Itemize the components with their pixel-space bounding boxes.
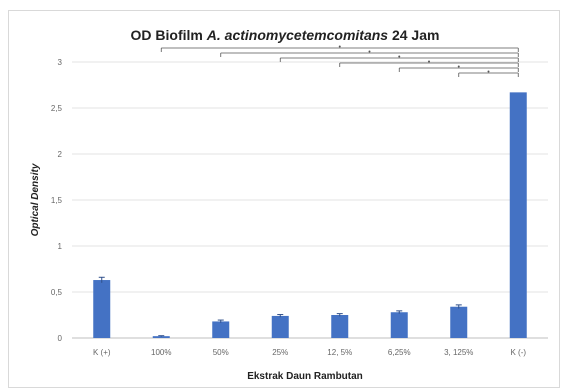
x-axis-label: Ekstrak Daun Rambutan — [247, 371, 363, 382]
chart-title-part-1: OD Biofilm — [131, 27, 207, 43]
bracket-layer — [160, 45, 519, 77]
x-tick-label: K (-) — [510, 348, 526, 357]
y-tick-label: 2,5 — [51, 104, 63, 113]
bar — [509, 92, 527, 338]
bar-layer — [93, 92, 527, 338]
significance-marker — [398, 55, 401, 58]
significance-marker — [338, 45, 341, 48]
grid-layer — [72, 61, 548, 339]
x-tick-label: 25% — [272, 348, 288, 357]
significance-marker — [457, 65, 460, 68]
tick-layer: 0 0,5 1 1,5 2 2,5 3 K (+) 100% 50% 25% 12, 5% 6,25% 3… — [51, 58, 526, 357]
y-axis-label: Optical Density — [30, 163, 41, 236]
y-tick-label: 3 — [58, 58, 63, 67]
x-tick-label: 6,25% — [388, 348, 411, 357]
y-tick-label: 0,5 — [51, 288, 63, 297]
bar — [93, 280, 111, 338]
bar — [152, 336, 170, 338]
y-tick-label: 1,5 — [51, 196, 63, 205]
bar — [271, 315, 289, 338]
significance-marker — [428, 60, 430, 63]
significance-marker — [368, 50, 371, 53]
x-tick-label: K (+) — [93, 348, 111, 357]
bar — [450, 306, 468, 338]
x-tick-label: 3, 125% — [444, 348, 473, 357]
bar — [390, 312, 408, 338]
bar — [212, 321, 230, 338]
bar — [331, 315, 349, 338]
chart-title: OD Biofilm A. actinomycetemcomitans 24 J… — [131, 27, 440, 43]
chart-title-part-2: A. actinomycetemcomitans — [206, 27, 388, 43]
y-tick-label: 0 — [58, 334, 63, 343]
y-tick-label: 1 — [58, 242, 63, 251]
x-tick-label: 50% — [213, 348, 229, 357]
y-tick-label: 2 — [58, 150, 63, 159]
x-tick-label: 100% — [151, 348, 171, 357]
x-tick-label: 12, 5% — [327, 348, 352, 357]
significance-marker — [487, 70, 490, 73]
chart-title-part-3: 24 Jam — [388, 27, 439, 43]
